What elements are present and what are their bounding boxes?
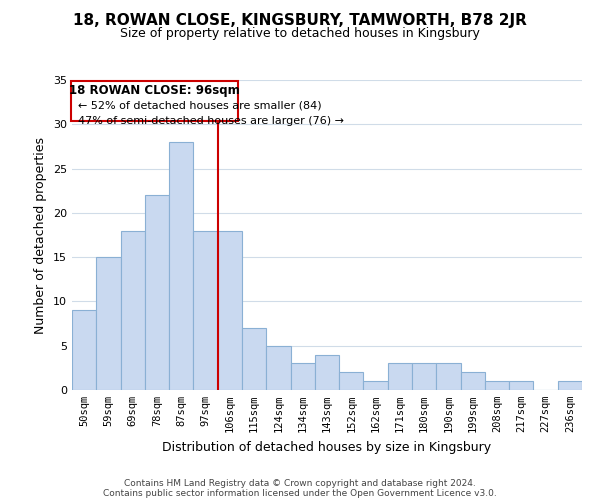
Text: 18 ROWAN CLOSE: 96sqm: 18 ROWAN CLOSE: 96sqm [69, 84, 240, 98]
Text: ← 52% of detached houses are smaller (84): ← 52% of detached houses are smaller (84… [78, 101, 322, 111]
Bar [169, 142, 193, 390]
Text: Size of property relative to detached houses in Kingsbury: Size of property relative to detached ho… [120, 28, 480, 40]
Bar [339, 372, 364, 390]
Bar [290, 364, 315, 390]
Y-axis label: Number of detached properties: Number of detached properties [34, 136, 47, 334]
Bar [388, 364, 412, 390]
Bar [145, 195, 169, 390]
X-axis label: Distribution of detached houses by size in Kingsbury: Distribution of detached houses by size … [163, 440, 491, 454]
Bar [364, 381, 388, 390]
Bar [436, 364, 461, 390]
Bar [266, 346, 290, 390]
Bar [193, 230, 218, 390]
Bar [461, 372, 485, 390]
Text: Contains HM Land Registry data © Crown copyright and database right 2024.: Contains HM Land Registry data © Crown c… [124, 478, 476, 488]
Bar [72, 310, 96, 390]
Bar [96, 257, 121, 390]
Bar [509, 381, 533, 390]
Text: Contains public sector information licensed under the Open Government Licence v3: Contains public sector information licen… [103, 488, 497, 498]
Bar [218, 230, 242, 390]
Bar [315, 354, 339, 390]
Bar [121, 230, 145, 390]
Bar [242, 328, 266, 390]
Bar [485, 381, 509, 390]
Text: 18, ROWAN CLOSE, KINGSBURY, TAMWORTH, B78 2JR: 18, ROWAN CLOSE, KINGSBURY, TAMWORTH, B7… [73, 12, 527, 28]
Bar [412, 364, 436, 390]
Bar [558, 381, 582, 390]
Text: 47% of semi-detached houses are larger (76) →: 47% of semi-detached houses are larger (… [78, 116, 344, 126]
